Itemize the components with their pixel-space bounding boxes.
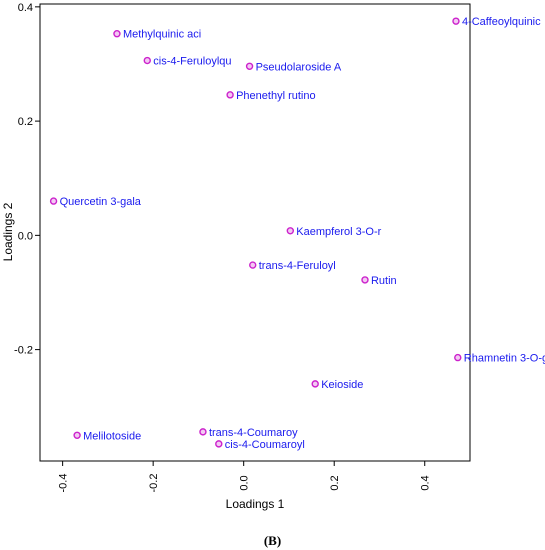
point-label: Pseudolaroside A — [256, 61, 342, 73]
point-label: Keioside — [321, 379, 363, 391]
y-axis: -0.2 0.0 0.2 0.4 — [14, 2, 40, 357]
x-tick-label: -0.2 — [148, 474, 160, 493]
data-point — [245, 62, 254, 70]
point-label: 4-Caffeoylquinic — [462, 16, 541, 28]
y-tick-label: 0.2 — [18, 116, 33, 128]
data-point — [113, 30, 121, 38]
data-point — [199, 428, 207, 436]
point-label: trans-4-Feruloyl — [259, 260, 336, 272]
point-label: trans-4-Coumaroy — [209, 427, 298, 439]
data-point — [454, 353, 462, 362]
x-tick-label: 0.2 — [329, 475, 341, 490]
data-point — [311, 380, 319, 388]
plot-frame — [39, 3, 471, 462]
data-point — [286, 227, 295, 235]
data-point — [361, 276, 369, 284]
point-label: cis-4-Coumaroyl — [225, 439, 305, 451]
point-label: Methylquinic aci — [123, 29, 201, 41]
x-tick-label: 0.4 — [420, 475, 432, 490]
point-label: Rhamnetin 3-O-g — [464, 353, 545, 365]
data-point — [249, 261, 257, 269]
data-points: 4-Caffeoylquinic Methylquinic aci cis-4-Fe… — [49, 16, 545, 451]
y-tick-label: 0.0 — [18, 230, 33, 242]
data-point — [49, 197, 58, 205]
data-point — [452, 17, 460, 25]
x-tick-label: -0.4 — [58, 474, 70, 493]
data-point — [73, 431, 81, 439]
point-label: Melilotoside — [83, 430, 141, 442]
x-axis: -0.4 -0.2 0.0 0.2 0.4 — [58, 461, 432, 492]
point-label: Phenethyl rutino — [236, 90, 316, 102]
x-tick-label: 0.0 — [239, 475, 251, 490]
point-label: Kaempferol 3-O-r — [296, 226, 381, 238]
point-label: cis-4-Feruloylqu — [153, 56, 231, 68]
data-point — [215, 440, 223, 448]
figure-caption: (B) — [263, 533, 282, 548]
y-tick-label: 0.4 — [18, 2, 33, 14]
data-point — [226, 91, 234, 99]
x-axis-label: Loadings 1 — [226, 497, 285, 511]
data-point — [143, 56, 151, 65]
y-tick-label: -0.2 — [14, 345, 33, 357]
y-axis-label: Loadings 2 — [1, 202, 15, 261]
point-label: Quercetin 3-gala — [60, 196, 142, 208]
point-label: Rutin — [371, 275, 397, 287]
